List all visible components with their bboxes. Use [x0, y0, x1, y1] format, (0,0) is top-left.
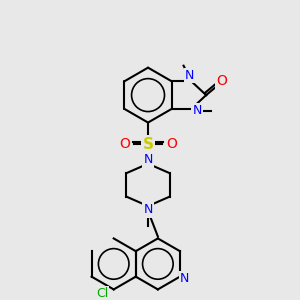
Text: S: S	[142, 136, 154, 152]
Text: O: O	[166, 137, 177, 151]
Text: N: N	[143, 153, 153, 166]
Text: Cl: Cl	[96, 287, 108, 300]
Text: N: N	[143, 203, 153, 217]
Text: N: N	[180, 272, 190, 285]
Text: N: N	[185, 69, 194, 82]
Text: N: N	[193, 104, 202, 117]
Text: O: O	[119, 137, 130, 151]
Text: O: O	[216, 74, 227, 88]
